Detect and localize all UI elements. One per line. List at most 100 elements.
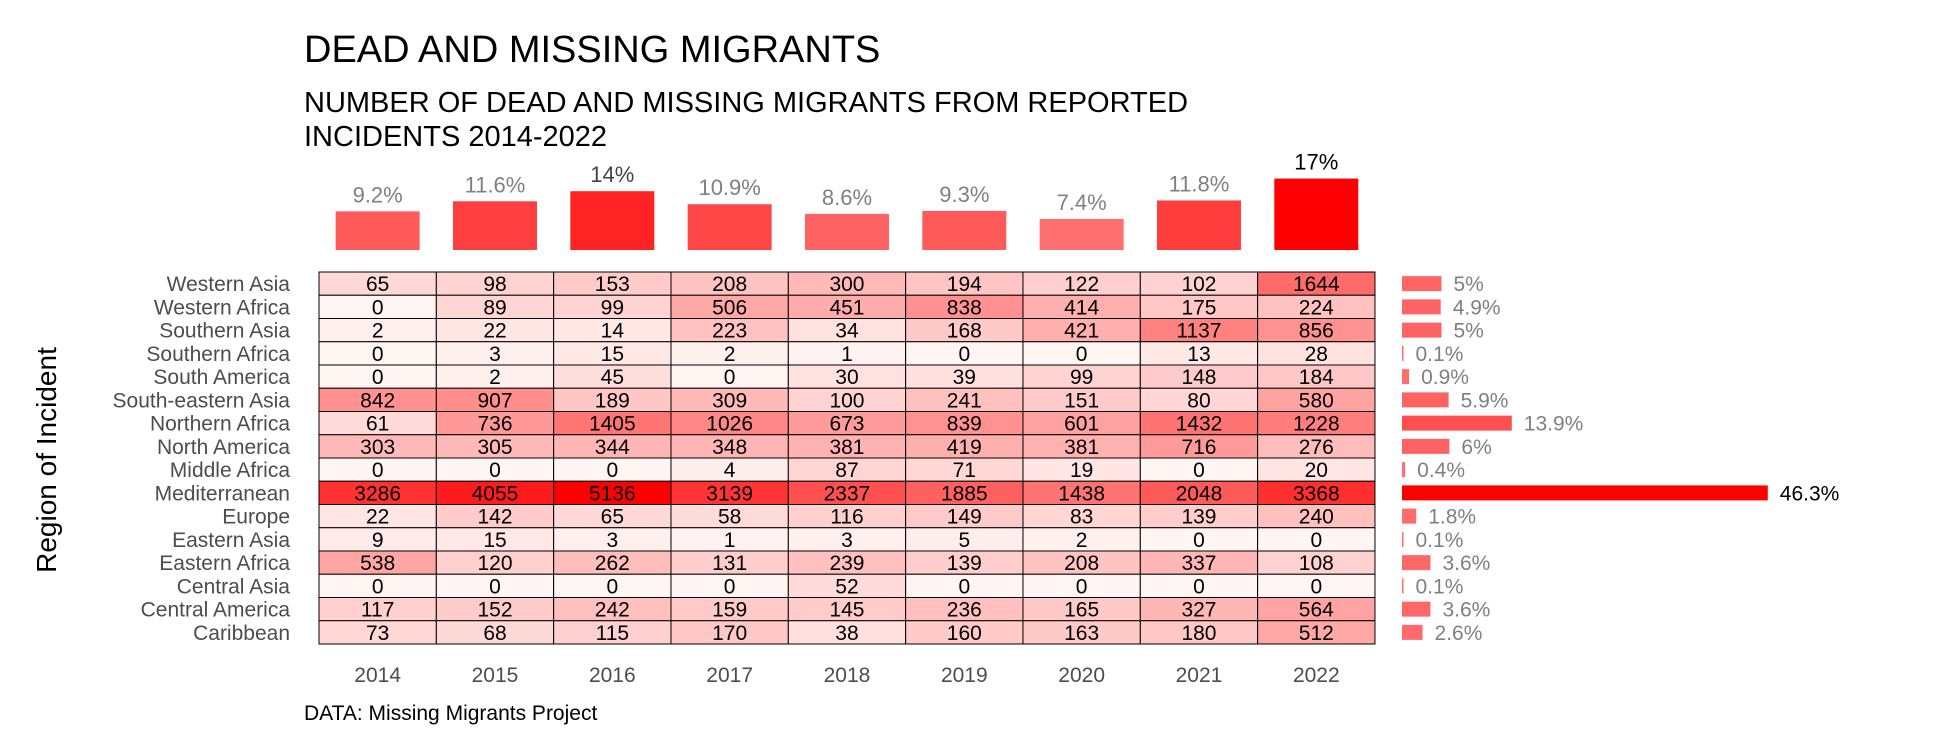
- region-share-label: 4.9%: [1453, 296, 1501, 319]
- year-share-bar: [1039, 218, 1124, 250]
- region-share-bar: [1402, 276, 1442, 292]
- cell-value-label: 240: [1299, 506, 1334, 529]
- year-label: 2016: [589, 664, 636, 687]
- cell-value-label: 2: [372, 320, 384, 343]
- year-label: 2019: [941, 664, 988, 687]
- cell-value-label: 83: [1070, 506, 1093, 529]
- cell-value-label: 208: [1064, 552, 1099, 575]
- cell-value-label: 3286: [354, 482, 401, 505]
- year-share-label: 8.6%: [822, 185, 872, 210]
- region-share-label: 5.9%: [1461, 389, 1509, 412]
- region-share-bars: 5%4.9%5%0.1%0.9%5.9%13.9%6%0.4%46.3%1.8%…: [1402, 273, 1839, 645]
- cell-value-label: 1137: [1176, 320, 1221, 343]
- cell-value-label: 0: [724, 366, 736, 389]
- cell-value-label: 139: [947, 552, 982, 575]
- cell-value-label: 175: [1181, 296, 1216, 319]
- region-share-bar: [1402, 462, 1406, 478]
- region-label: South America: [153, 366, 290, 389]
- cell-value-label: 842: [360, 389, 395, 412]
- cell-value-label: 102: [1181, 273, 1216, 296]
- cell-value-label: 736: [477, 413, 512, 436]
- cell-value-label: 907: [477, 389, 512, 412]
- region-share-label: 5%: [1454, 320, 1484, 343]
- cell-value-label: 421: [1064, 320, 1099, 343]
- cell-value-label: 506: [712, 296, 747, 319]
- cell-value-label: 71: [953, 459, 976, 482]
- region-share-bar: [1402, 508, 1417, 524]
- cell-value-label: 108: [1299, 552, 1334, 575]
- cell-value-label: 300: [829, 273, 864, 296]
- cell-value-label: 89: [483, 296, 506, 319]
- cell-value-label: 1228: [1293, 413, 1340, 436]
- cell-value-label: 15: [601, 343, 624, 366]
- cell-value-label: 305: [477, 436, 512, 459]
- heatmap-cell: [1257, 620, 1376, 645]
- region-share-label: 5%: [1454, 273, 1484, 296]
- region-label: Europe: [222, 506, 290, 529]
- cell-value-label: 116: [830, 506, 863, 529]
- cell-value-label: 163: [1064, 622, 1099, 645]
- region-label: Central Asia: [177, 575, 291, 598]
- region-share-bar: [1402, 485, 1768, 501]
- cell-value-label: 0: [1193, 459, 1205, 482]
- cell-value-label: 0: [489, 459, 501, 482]
- cell-value-label: 98: [483, 273, 506, 296]
- region-share-label: 13.9%: [1524, 413, 1584, 436]
- cell-value-label: 3139: [706, 482, 753, 505]
- chart-title: DEAD AND MISSING MIGRANTS: [304, 29, 880, 71]
- cell-value-label: 538: [360, 552, 395, 575]
- cell-value-label: 142: [477, 506, 512, 529]
- cell-value-label: 159: [712, 599, 747, 622]
- region-share-bar: [1402, 578, 1404, 594]
- cell-value-label: 838: [947, 296, 982, 319]
- cell-value-label: 52: [835, 575, 858, 598]
- cell-value-label: 451: [829, 296, 864, 319]
- region-share-bar: [1402, 555, 1431, 571]
- cell-value-label: 28: [1305, 343, 1328, 366]
- cell-value-label: 236: [947, 599, 982, 622]
- chart-subtitle-line-2: INCIDENTS 2014-2022: [304, 121, 607, 153]
- year-label: 2017: [706, 664, 753, 687]
- cell-value-label: 5136: [589, 482, 636, 505]
- cell-value-label: 80: [1187, 389, 1210, 412]
- year-share-bar: [687, 204, 772, 250]
- year-label: 2018: [824, 664, 871, 687]
- region-share-bar: [1402, 531, 1404, 547]
- cell-value-label: 419: [947, 436, 982, 459]
- cell-value-label: 115: [596, 622, 629, 645]
- cell-value-label: 5: [958, 529, 970, 552]
- cell-value-label: 580: [1299, 389, 1334, 412]
- region-label: Middle Africa: [170, 459, 291, 482]
- cell-value-label: 160: [947, 622, 982, 645]
- cell-value-label: 0: [372, 296, 384, 319]
- cell-value-label: 309: [712, 389, 747, 412]
- cell-value-label: 414: [1064, 296, 1099, 319]
- cell-value-label: 3368: [1293, 482, 1340, 505]
- region-share-label: 0.4%: [1417, 459, 1465, 482]
- cell-value-label: 20: [1305, 459, 1328, 482]
- region-label: Southern Asia: [159, 320, 290, 343]
- region-share-label: 46.3%: [1780, 482, 1840, 505]
- cell-value-label: 0: [958, 343, 970, 366]
- region-share-bar: [1402, 415, 1512, 431]
- region-label: North America: [157, 436, 290, 459]
- cell-value-label: 716: [1181, 436, 1216, 459]
- cell-value-label: 2: [724, 343, 736, 366]
- cell-value-label: 1: [724, 529, 736, 552]
- cell-value-label: 194: [947, 273, 982, 296]
- cell-value-label: 1438: [1058, 482, 1105, 505]
- cell-value-label: 223: [712, 320, 747, 343]
- cell-value-label: 241: [947, 389, 982, 412]
- cell-value-label: 145: [829, 599, 864, 622]
- cell-value-label: 153: [595, 273, 630, 296]
- region-share-label: 0.1%: [1416, 575, 1464, 598]
- cell-value-label: 170: [712, 622, 747, 645]
- cell-value-label: 262: [595, 552, 630, 575]
- year-labels: 2014 2015 2016 2017 2018 2019 2020 2021 2022: [354, 664, 1339, 687]
- region-share-label: 1.8%: [1428, 506, 1476, 529]
- cell-value-label: 4: [724, 459, 736, 482]
- cell-value-label: 1026: [706, 413, 753, 436]
- cell-value-label: 327: [1181, 599, 1216, 622]
- year-share-bar: [804, 213, 889, 250]
